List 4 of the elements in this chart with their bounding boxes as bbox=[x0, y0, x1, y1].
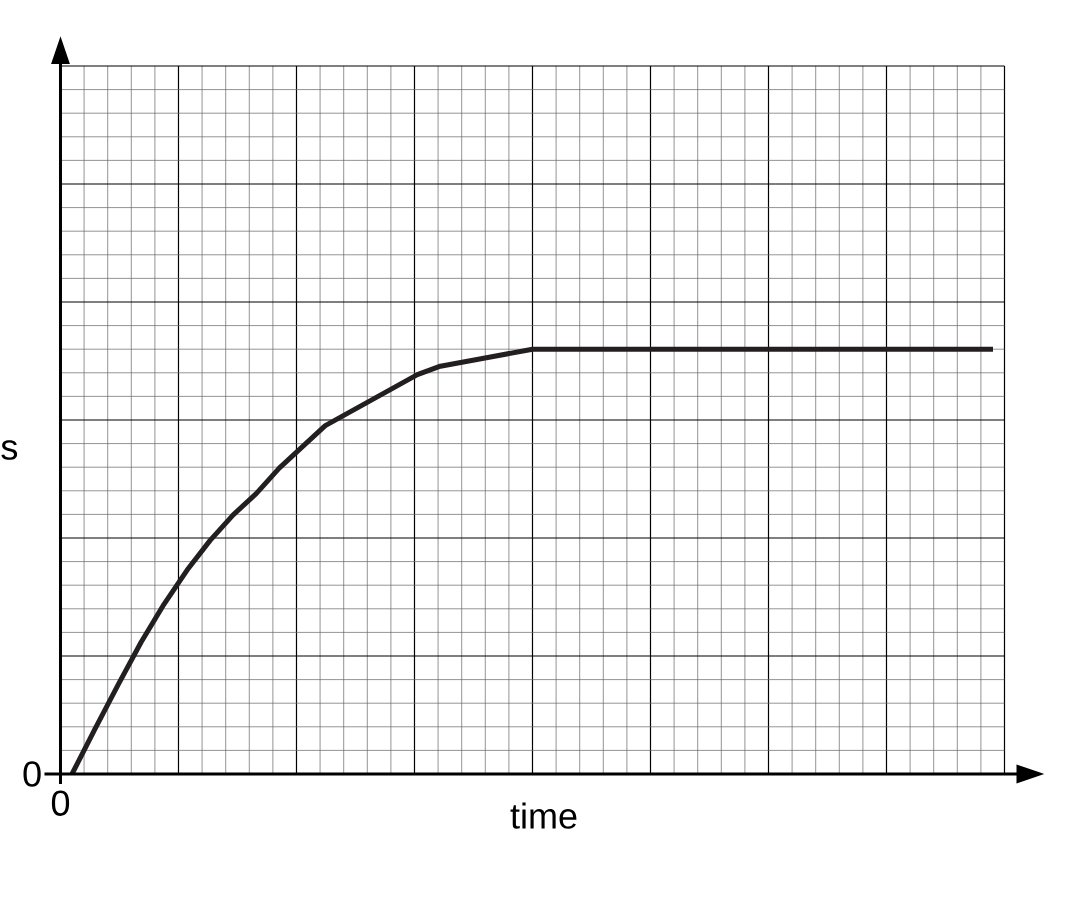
text: time bbox=[510, 802, 577, 829]
text: 0 bbox=[51, 790, 70, 816]
text: 0 bbox=[23, 761, 41, 787]
text: s bbox=[1, 440, 18, 460]
